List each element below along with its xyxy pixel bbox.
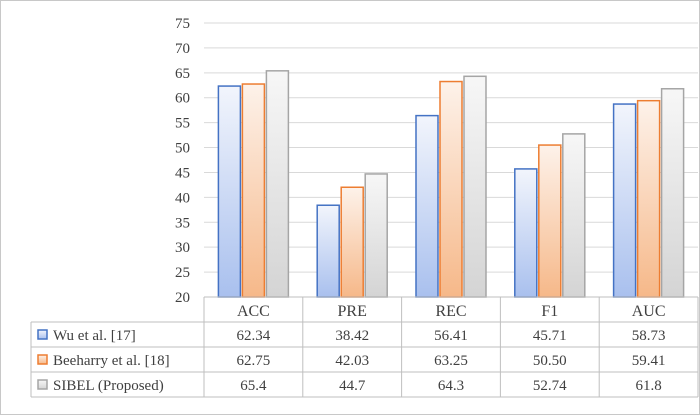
bar-pre-series-1	[316, 204, 340, 298]
table-value: 38.42	[335, 328, 369, 344]
bars	[217, 70, 685, 298]
legend-key-series-1	[37, 329, 48, 340]
legend-key-series-3	[37, 379, 48, 390]
category-label: F1	[541, 303, 558, 320]
bar-auc-series-1	[612, 103, 637, 298]
table-value: 61.8	[635, 378, 661, 394]
bar-f1-series-3	[562, 133, 586, 298]
bar-rec-series-1	[415, 114, 439, 298]
y-tick-label: 75	[175, 16, 190, 32]
bar-f1-series-1	[514, 168, 538, 298]
legend-key-series-2	[37, 354, 48, 365]
y-axis: 20 25 30 35 40 45 50 55 60 65 70 75	[175, 16, 190, 306]
table-value: 58.73	[632, 328, 666, 344]
bar-pre-series-3	[364, 173, 388, 298]
y-tick-label: 30	[175, 240, 190, 256]
y-tick-label: 35	[175, 215, 190, 231]
bar-acc-series-2	[241, 83, 266, 298]
table-value: 45.71	[533, 328, 567, 344]
table-value: 44.7	[339, 378, 366, 394]
legend-label: Beeharry et al. [18]	[53, 353, 170, 369]
category-label: ACC	[237, 303, 270, 320]
table-value: 62.34	[237, 328, 271, 344]
table-value: 62.75	[237, 353, 271, 369]
bar-pre-series-2	[340, 186, 364, 298]
table-value: 65.4	[240, 378, 267, 394]
y-tick-label: 50	[175, 141, 190, 157]
y-tick-label: 65	[175, 66, 190, 82]
bar-acc-series-1	[217, 85, 242, 298]
legend-label: Wu et al. [17]	[53, 328, 136, 344]
category-label: AUC	[632, 303, 666, 320]
y-tick-label: 25	[175, 265, 190, 281]
bar-rec-series-3	[463, 75, 487, 298]
bar-acc-series-3	[265, 70, 290, 298]
bar-rec-series-2	[439, 80, 463, 298]
y-tick-label: 45	[175, 165, 190, 181]
y-tick-label: 55	[175, 116, 190, 132]
y-tick-label: 70	[175, 41, 190, 57]
table-value: 42.03	[335, 353, 369, 369]
table-value: 56.41	[434, 328, 468, 344]
bar-f1-series-2	[538, 144, 562, 298]
table-value: 64.3	[438, 378, 464, 394]
table-value: 59.41	[632, 353, 666, 369]
data-table: ACC PRE REC F1 AUC Wu et al. [17] 62.34 38.42 56…	[30, 296, 699, 398]
category-label: REC	[435, 303, 466, 320]
bar-auc-series-2	[636, 99, 661, 298]
y-tick-label: 20	[175, 290, 190, 306]
table-value: 50.50	[533, 353, 567, 369]
y-tick-label: 40	[175, 190, 190, 206]
y-tick-label: 60	[175, 91, 190, 107]
legend-label: SIBEL (Proposed)	[53, 378, 164, 394]
table-value: 52.74	[533, 378, 567, 394]
table-value: 63.25	[434, 353, 468, 369]
category-label: PRE	[338, 303, 367, 320]
bar-auc-series-3	[660, 88, 685, 298]
